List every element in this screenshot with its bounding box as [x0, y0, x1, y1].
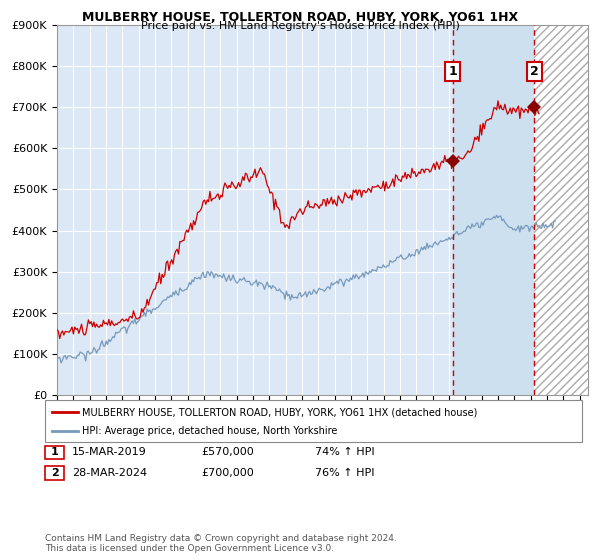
Text: MULBERRY HOUSE, TOLLERTON ROAD, HUBY, YORK, YO61 1HX: MULBERRY HOUSE, TOLLERTON ROAD, HUBY, YO… — [82, 11, 518, 24]
Text: 74% ↑ HPI: 74% ↑ HPI — [315, 447, 374, 458]
Text: 2: 2 — [51, 468, 58, 478]
Text: 28-MAR-2024: 28-MAR-2024 — [72, 468, 147, 478]
Text: £700,000: £700,000 — [201, 468, 254, 478]
Bar — [534, 25, 588, 395]
Text: Price paid vs. HM Land Registry's House Price Index (HPI): Price paid vs. HM Land Registry's House … — [140, 21, 460, 31]
Text: 1: 1 — [448, 65, 457, 78]
Text: MULBERRY HOUSE, TOLLERTON ROAD, HUBY, YORK, YO61 1HX (detached house): MULBERRY HOUSE, TOLLERTON ROAD, HUBY, YO… — [82, 407, 478, 417]
Text: 76% ↑ HPI: 76% ↑ HPI — [315, 468, 374, 478]
Text: 2: 2 — [530, 65, 539, 78]
Text: 15-MAR-2019: 15-MAR-2019 — [72, 447, 147, 458]
Bar — [452, 25, 534, 395]
Text: 1: 1 — [51, 447, 58, 458]
Text: HPI: Average price, detached house, North Yorkshire: HPI: Average price, detached house, Nort… — [82, 426, 338, 436]
Text: Contains HM Land Registry data © Crown copyright and database right 2024.
This d: Contains HM Land Registry data © Crown c… — [45, 534, 397, 553]
Text: £570,000: £570,000 — [201, 447, 254, 458]
